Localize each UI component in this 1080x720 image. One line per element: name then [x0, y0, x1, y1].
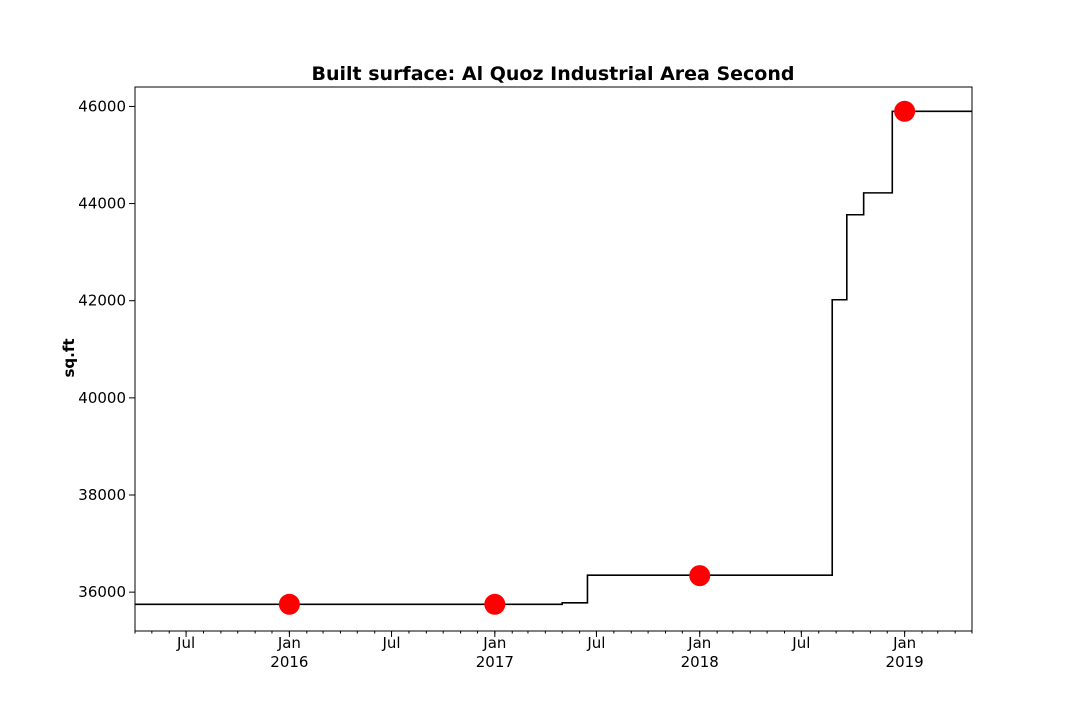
- x-tick-label: Jul: [176, 634, 195, 652]
- data-point-marker: [484, 593, 506, 615]
- y-tick-label: 46000: [78, 97, 126, 115]
- data-point-marker: [894, 100, 916, 122]
- x-tick-year-label: 2019: [886, 653, 924, 671]
- y-axis-label: sq.ft: [60, 338, 78, 377]
- x-tick-label: Jul: [791, 634, 810, 652]
- x-tick-label: Jan: [892, 634, 916, 652]
- step-line-series: [135, 110, 972, 606]
- x-tick-label: Jan: [482, 634, 506, 652]
- y-tick-label: 36000: [78, 583, 126, 601]
- y-tick-label: 38000: [78, 486, 126, 504]
- chart-title: Built surface: Al Quoz Industrial Area S…: [312, 63, 795, 85]
- x-tick-label: Jan: [687, 634, 711, 652]
- x-tick-year-label: 2016: [270, 653, 308, 671]
- x-tick-label: Jul: [381, 634, 400, 652]
- plot-frame: [134, 86, 973, 632]
- x-tick-label: Jul: [586, 634, 605, 652]
- data-point-marker: [689, 565, 711, 587]
- y-tick-label: 40000: [78, 389, 126, 407]
- y-tick-label: 42000: [78, 292, 126, 310]
- x-tick-label: Jan: [277, 634, 301, 652]
- y-tick-label: 44000: [78, 195, 126, 213]
- x-tick-year-label: 2018: [681, 653, 719, 671]
- data-point-marker: [278, 593, 300, 615]
- x-tick-year-label: 2017: [476, 653, 514, 671]
